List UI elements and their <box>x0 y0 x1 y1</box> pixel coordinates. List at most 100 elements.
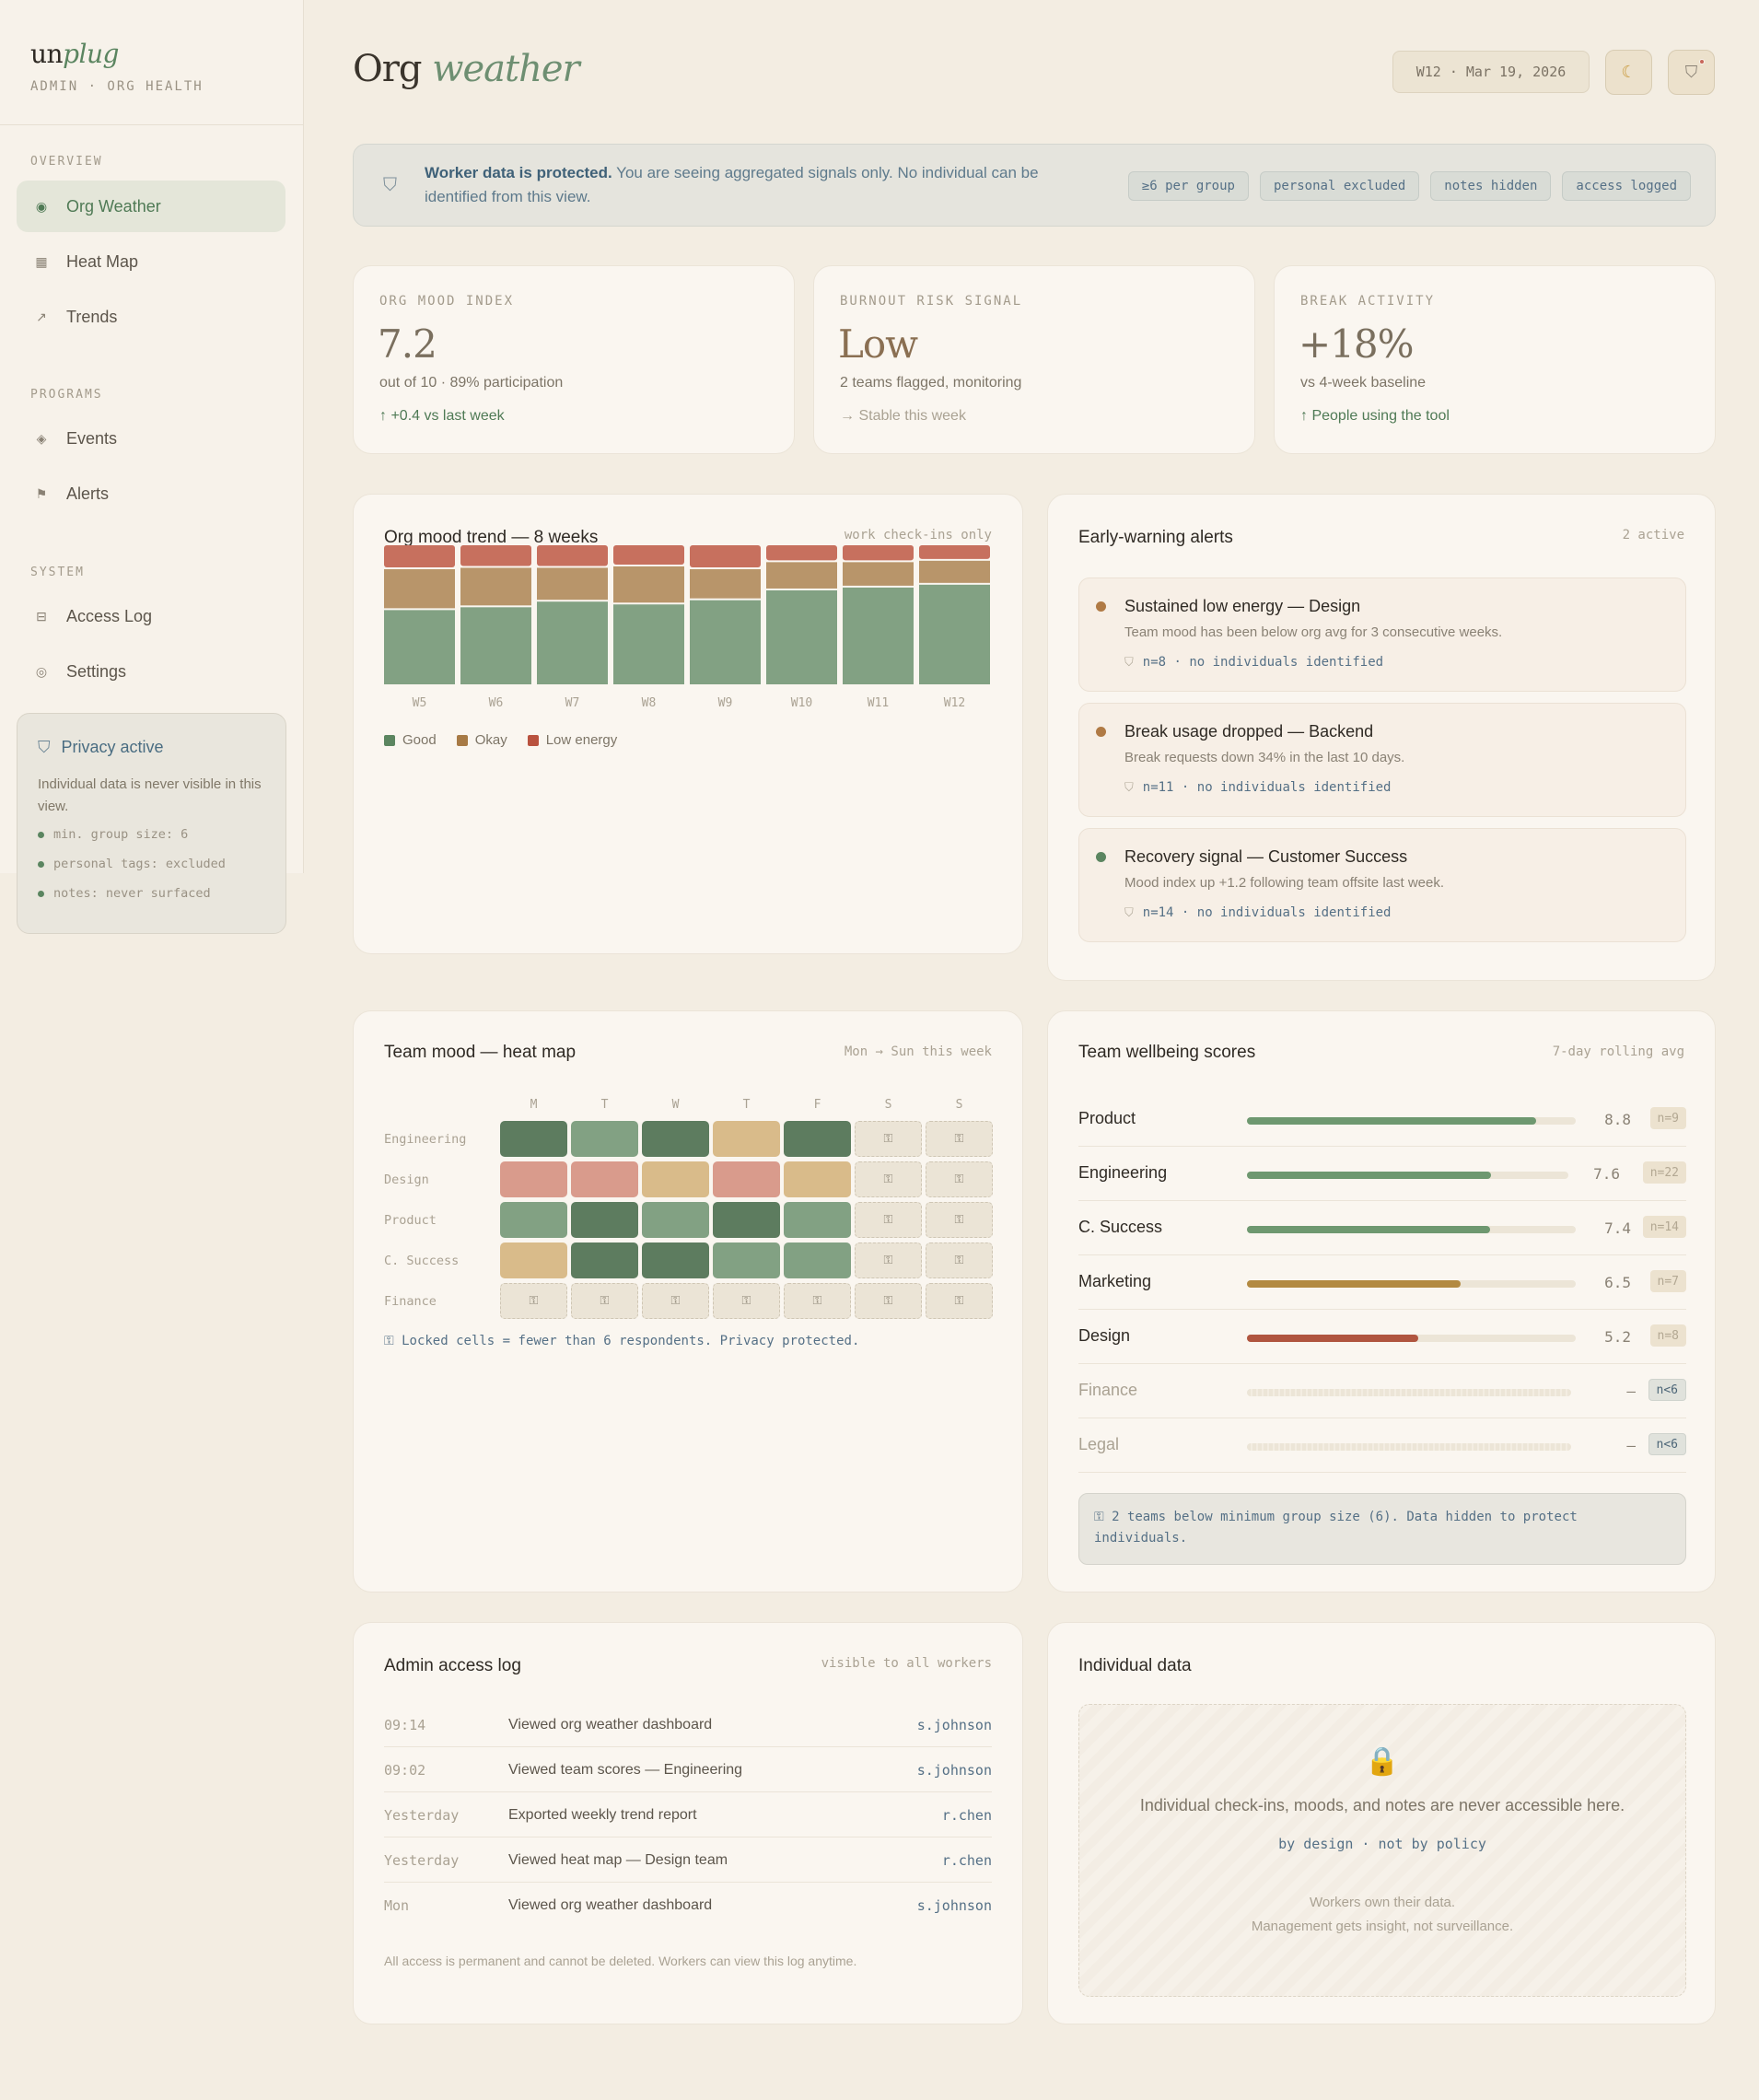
sidebar-item-settings[interactable]: ◎ Settings <box>17 646 285 697</box>
kpi-label: BREAK ACTIVITY <box>1300 294 1436 309</box>
bar-segment-good[interactable] <box>766 589 837 684</box>
access-log-footer: All access is permanent and cannot be de… <box>384 1954 857 1968</box>
card-note: work check-ins only <box>844 528 992 542</box>
bar-segment-low-energy[interactable] <box>460 545 531 566</box>
bar-segment-good[interactable] <box>690 600 761 684</box>
heatmap-cell[interactable] <box>571 1202 638 1238</box>
sidebar-item-label: Alerts <box>66 484 110 503</box>
heatmap-cell[interactable] <box>784 1121 851 1157</box>
heatmap-cell-locked[interactable]: ⚿ <box>855 1161 922 1197</box>
bar-segment-okay[interactable] <box>384 569 455 609</box>
theme-toggle-button[interactable]: ☾ <box>1605 50 1652 95</box>
bar-segment-good[interactable] <box>613 604 684 684</box>
bar-segment-okay[interactable] <box>690 569 761 599</box>
bar-segment-okay[interactable] <box>843 562 914 586</box>
heatmap-cell[interactable] <box>784 1202 851 1238</box>
log-user[interactable]: s.johnson <box>916 1717 992 1733</box>
score-bar <box>1247 1172 1568 1179</box>
heatmap-cell[interactable] <box>500 1242 567 1278</box>
sidebar-item-trends[interactable]: ↗ Trends <box>17 291 285 343</box>
individual-data-card: Individual data 🔒 Individual check-ins, … <box>1047 1622 1716 2024</box>
target-icon: ◉ <box>35 198 48 214</box>
heatmap-cell[interactable] <box>713 1202 780 1238</box>
sidebar-item-org-weather[interactable]: ◉ Org Weather <box>17 181 285 232</box>
bar-segment-good[interactable] <box>384 610 455 684</box>
bar-segment-low-energy[interactable] <box>537 545 608 566</box>
heatmap-cell[interactable] <box>571 1121 638 1157</box>
alert-item[interactable]: Recovery signal — Customer Success Mood i… <box>1078 828 1686 942</box>
bar-segment-low-energy[interactable] <box>384 545 455 568</box>
heatmap-cell-locked[interactable]: ⚿ <box>926 1161 993 1197</box>
heatmap-cell-locked[interactable]: ⚿ <box>926 1283 993 1319</box>
heatmap-cell[interactable] <box>642 1121 709 1157</box>
heatmap-cell[interactable] <box>784 1242 851 1278</box>
date-pill[interactable]: W12 · Mar 19, 2026 <box>1392 51 1590 93</box>
heatmap-cell[interactable] <box>642 1161 709 1197</box>
wellbeing-row[interactable]: Engineering 7.6 n=22 <box>1078 1147 1686 1201</box>
section-label-programs: PROGRAMS <box>30 388 103 402</box>
heatmap-cell-locked[interactable]: ⚿ <box>926 1242 993 1278</box>
wellbeing-row[interactable]: Design 5.2 n=8 <box>1078 1310 1686 1364</box>
heatmap-cell-locked[interactable]: ⚿ <box>926 1202 993 1238</box>
shield-icon: ⛉ <box>1684 63 1698 81</box>
heatmap-cell[interactable] <box>642 1202 709 1238</box>
bar-segment-okay[interactable] <box>766 562 837 589</box>
wellbeing-row[interactable]: Product 8.8 n=9 <box>1078 1092 1686 1147</box>
heatmap-cell[interactable] <box>713 1242 780 1278</box>
sidebar-item-events[interactable]: ◈ Events <box>17 413 285 464</box>
sidebar-item-heat-map[interactable]: ▦ Heat Map <box>17 236 285 287</box>
bar-segment-low-energy[interactable] <box>843 545 914 561</box>
log-row: Yesterday Viewed heat map — Design team r.… <box>384 1838 992 1883</box>
bar-segment-low-energy[interactable] <box>919 545 990 559</box>
individual-data-locked-box: 🔒 Individual check-ins, moods, and notes… <box>1078 1704 1686 1997</box>
bar-segment-okay[interactable] <box>613 566 684 603</box>
heatmap-cell[interactable] <box>642 1242 709 1278</box>
bar-segment-low-energy[interactable] <box>613 545 684 565</box>
bar-segment-okay[interactable] <box>537 567 608 601</box>
wellbeing-row[interactable]: Legal — n<6 <box>1078 1418 1686 1473</box>
individual-data-footer: Workers own their data. Management gets … <box>1079 1891 1685 1939</box>
log-row: Yesterday Exported weekly trend report r.c… <box>384 1792 992 1838</box>
heatmap-cell-locked[interactable]: ⚿ <box>642 1283 709 1319</box>
sidebar-item-access-log[interactable]: ⊟ Access Log <box>17 590 285 642</box>
heatmap-cell-locked[interactable]: ⚿ <box>571 1283 638 1319</box>
heatmap-cell[interactable] <box>784 1161 851 1197</box>
bar-segment-good[interactable] <box>919 584 990 684</box>
heatmap-cell-locked[interactable]: ⚿ <box>784 1283 851 1319</box>
sidebar-item-alerts[interactable]: ⚑ Alerts <box>17 468 285 519</box>
alert-item[interactable]: Break usage dropped — Backend Break reque… <box>1078 703 1686 817</box>
heatmap-cell[interactable] <box>500 1161 567 1197</box>
bar-segment-good[interactable] <box>843 587 914 684</box>
heatmap-cell[interactable] <box>571 1161 638 1197</box>
bar-segment-good[interactable] <box>460 607 531 684</box>
bar-segment-low-energy[interactable] <box>690 545 761 568</box>
heatmap-cell-locked[interactable]: ⚿ <box>855 1202 922 1238</box>
heatmap-cell-locked[interactable]: ⚿ <box>855 1242 922 1278</box>
bar-segment-good[interactable] <box>537 601 608 684</box>
bar-segment-okay[interactable] <box>460 567 531 606</box>
heatmap-cell[interactable] <box>713 1161 780 1197</box>
wellbeing-row[interactable]: Finance — n<6 <box>1078 1364 1686 1418</box>
heatmap-cell-locked[interactable]: ⚿ <box>926 1121 993 1157</box>
score-bar <box>1247 1280 1576 1288</box>
log-user[interactable]: s.johnson <box>916 1897 992 1914</box>
heatmap-cell[interactable] <box>500 1202 567 1238</box>
heatmap-cell-locked[interactable]: ⚿ <box>855 1283 922 1319</box>
heatmap-cell[interactable] <box>500 1121 567 1157</box>
heatmap-cell-locked[interactable]: ⚿ <box>713 1283 780 1319</box>
heatmap-cell-locked[interactable]: ⚿ <box>855 1121 922 1157</box>
heatmap-cell[interactable] <box>571 1242 638 1278</box>
log-user[interactable]: r.chen <box>941 1807 992 1824</box>
privacy-shield-button[interactable]: ⛉ <box>1668 50 1715 95</box>
shield-icon: ⛉ <box>1124 655 1134 670</box>
bar-segment-low-energy[interactable] <box>766 545 837 561</box>
heatmap-cell[interactable] <box>713 1121 780 1157</box>
bar-segment-okay[interactable] <box>919 560 990 583</box>
log-user[interactable]: r.chen <box>941 1852 992 1869</box>
heatmap-cell-locked[interactable]: ⚿ <box>500 1283 567 1319</box>
x-tick-label: W12 <box>944 696 965 710</box>
alert-item[interactable]: Sustained low energy — Design Team mood h… <box>1078 578 1686 692</box>
log-user[interactable]: s.johnson <box>916 1762 992 1779</box>
wellbeing-row[interactable]: Marketing 6.5 n=7 <box>1078 1255 1686 1310</box>
wellbeing-row[interactable]: C. Success 7.4 n=14 <box>1078 1201 1686 1255</box>
